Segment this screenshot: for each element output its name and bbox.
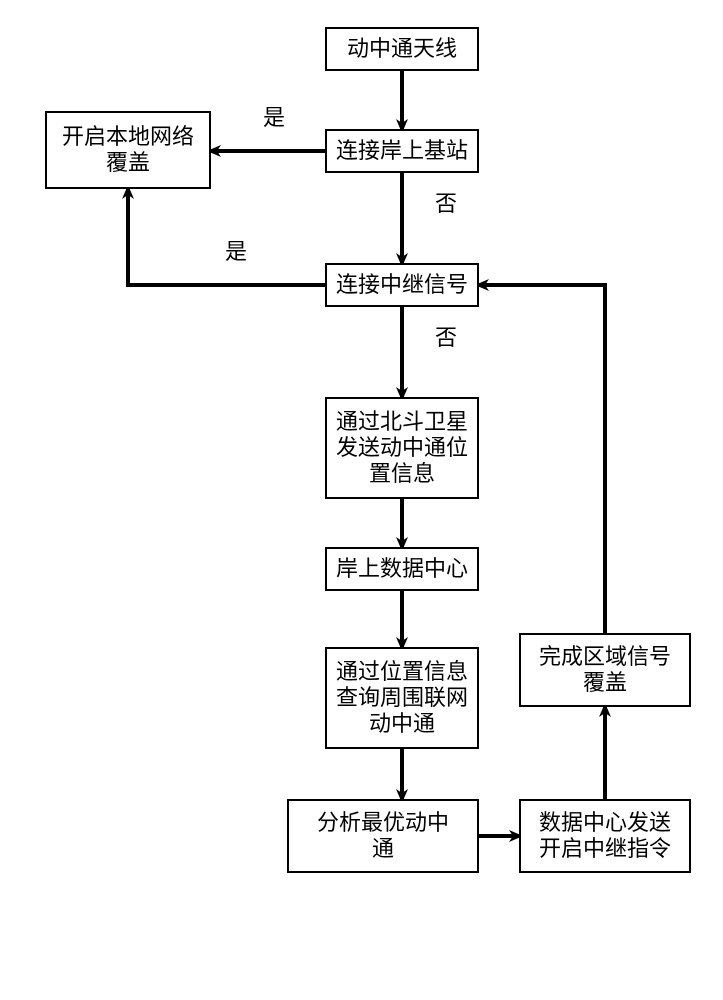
nodes-layer: 动中通天线连接岸上基站开启本地网络覆盖连接中继信号通过北斗卫星发送动中通位置信息…	[46, 28, 690, 872]
edge-n4-n3	[128, 188, 326, 285]
node-n1: 动中通天线	[326, 28, 478, 70]
edge-label-n4-n5: 否	[435, 325, 457, 350]
node-text-n4-line0: 连接中继信号	[336, 272, 468, 297]
node-text-n9-line1: 开启中继指令	[539, 836, 671, 861]
edge-label-n4-n3: 是	[225, 239, 247, 264]
node-n3: 开启本地网络覆盖	[46, 112, 210, 188]
node-text-n8-line1: 通	[372, 836, 394, 861]
node-n2: 连接岸上基站	[326, 130, 478, 172]
node-text-n6-line0: 岸上数据中心	[336, 556, 468, 581]
node-text-n9-line0: 数据中心发送	[539, 810, 671, 835]
node-n4: 连接中继信号	[326, 264, 478, 306]
node-n10: 完成区域信号覆盖	[520, 634, 690, 706]
node-text-n8-line0: 分析最优动中	[317, 810, 449, 835]
node-text-n10-line1: 覆盖	[583, 670, 627, 695]
node-text-n3-line0: 开启本地网络	[62, 124, 194, 149]
node-n5: 通过北斗卫星发送动中通位置信息	[326, 398, 478, 498]
node-text-n7-line2: 动中通	[369, 711, 435, 736]
node-text-n5-line0: 通过北斗卫星	[336, 409, 468, 434]
node-n9: 数据中心发送开启中继指令	[520, 800, 690, 872]
edge-label-n2-n4: 否	[435, 191, 457, 216]
node-text-n1-line0: 动中通天线	[347, 36, 457, 61]
node-n6: 岸上数据中心	[326, 548, 478, 590]
node-text-n7-line0: 通过位置信息	[336, 659, 468, 684]
edge-label-n2-n3: 是	[263, 105, 285, 130]
node-text-n2-line0: 连接岸上基站	[336, 138, 468, 163]
node-text-n10-line0: 完成区域信号	[539, 644, 671, 669]
node-n7: 通过位置信息查询周围联网动中通	[326, 648, 478, 748]
node-text-n5-line1: 发送动中通位	[336, 435, 468, 460]
node-text-n3-line1: 覆盖	[106, 150, 150, 175]
node-n8: 分析最优动中通	[288, 800, 478, 872]
node-text-n7-line1: 查询周围联网	[336, 685, 468, 710]
edge-n10-n4	[478, 285, 605, 634]
node-text-n5-line2: 置信息	[369, 461, 435, 486]
